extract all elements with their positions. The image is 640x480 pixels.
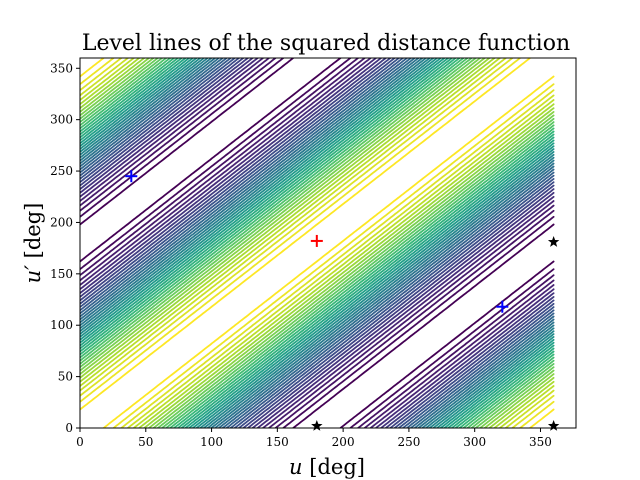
- contour-level: [80, 58, 555, 428]
- x-axis: 0 50 100 150 200 250 300 350: [76, 428, 552, 449]
- contour-level: [80, 58, 555, 428]
- contour-level: [80, 58, 555, 428]
- x-tick-label: 100: [200, 435, 223, 449]
- x-tick-label: 300: [463, 435, 486, 449]
- saddle-point-marker: [125, 170, 138, 183]
- contour-level: [80, 58, 555, 428]
- y-tick-label: 200: [50, 215, 73, 229]
- contour-level: [80, 58, 555, 428]
- markers: [125, 170, 560, 431]
- y-axis-label: u′ [deg]: [21, 203, 45, 284]
- contour-level: [80, 58, 555, 428]
- y-tick-label: 300: [50, 113, 73, 127]
- contour-level: [80, 58, 555, 428]
- x-tick-label: 0: [76, 435, 84, 449]
- y-axis: 0 50 100 150 200 250 300 350: [50, 61, 80, 435]
- contour-level: [80, 58, 555, 428]
- x-tick-label: 200: [332, 435, 355, 449]
- y-tick-label: 50: [58, 370, 73, 384]
- contour-level: [80, 58, 555, 428]
- x-tick-label: 350: [529, 435, 552, 449]
- contour-level: [80, 58, 555, 428]
- contour-level: [80, 58, 555, 428]
- y-tick-label: 250: [50, 164, 73, 178]
- boundary-point-marker: [547, 419, 560, 431]
- contour-level: [80, 58, 555, 428]
- boundary-point-marker: [311, 419, 323, 431]
- contour-level: [80, 58, 555, 428]
- y-tick-label: 350: [50, 61, 73, 75]
- contour-lines: [80, 58, 555, 428]
- y-tick-label: 0: [65, 421, 73, 435]
- contour-level: [80, 58, 555, 428]
- contour-level: [80, 58, 555, 428]
- contour-level: [80, 58, 555, 428]
- x-tick-label: 250: [397, 435, 420, 449]
- contour-level: [80, 58, 555, 428]
- y-tick-label: 150: [50, 267, 73, 281]
- saddle-point-marker: [496, 300, 509, 313]
- x-axis-label: u [deg]: [289, 455, 365, 479]
- x-tick-label: 150: [266, 435, 289, 449]
- contour-level: [80, 58, 555, 428]
- contour-level: [80, 58, 555, 428]
- maximum-marker: [310, 234, 323, 247]
- contour-level: [80, 58, 555, 428]
- contour-level: [80, 58, 555, 428]
- contour-level: [80, 58, 555, 428]
- contour-level: [80, 58, 555, 428]
- contour-level: [80, 58, 555, 428]
- contour-level: [80, 58, 555, 428]
- plot-frame: [79, 57, 577, 429]
- y-tick-label: 100: [50, 318, 73, 332]
- x-tick-label: 50: [138, 435, 153, 449]
- contour-level: [80, 58, 555, 428]
- boundary-point-marker: [547, 235, 560, 247]
- chart-title: Level lines of the squared distance func…: [82, 31, 570, 56]
